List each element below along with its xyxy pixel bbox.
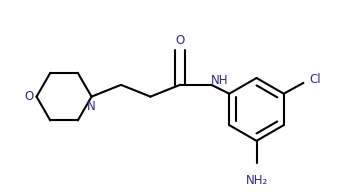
Text: N: N <box>87 100 96 113</box>
Text: NH₂: NH₂ <box>245 174 268 187</box>
Text: NH: NH <box>211 74 228 87</box>
Text: O: O <box>175 34 185 47</box>
Text: Cl: Cl <box>309 74 321 86</box>
Text: O: O <box>24 90 33 103</box>
